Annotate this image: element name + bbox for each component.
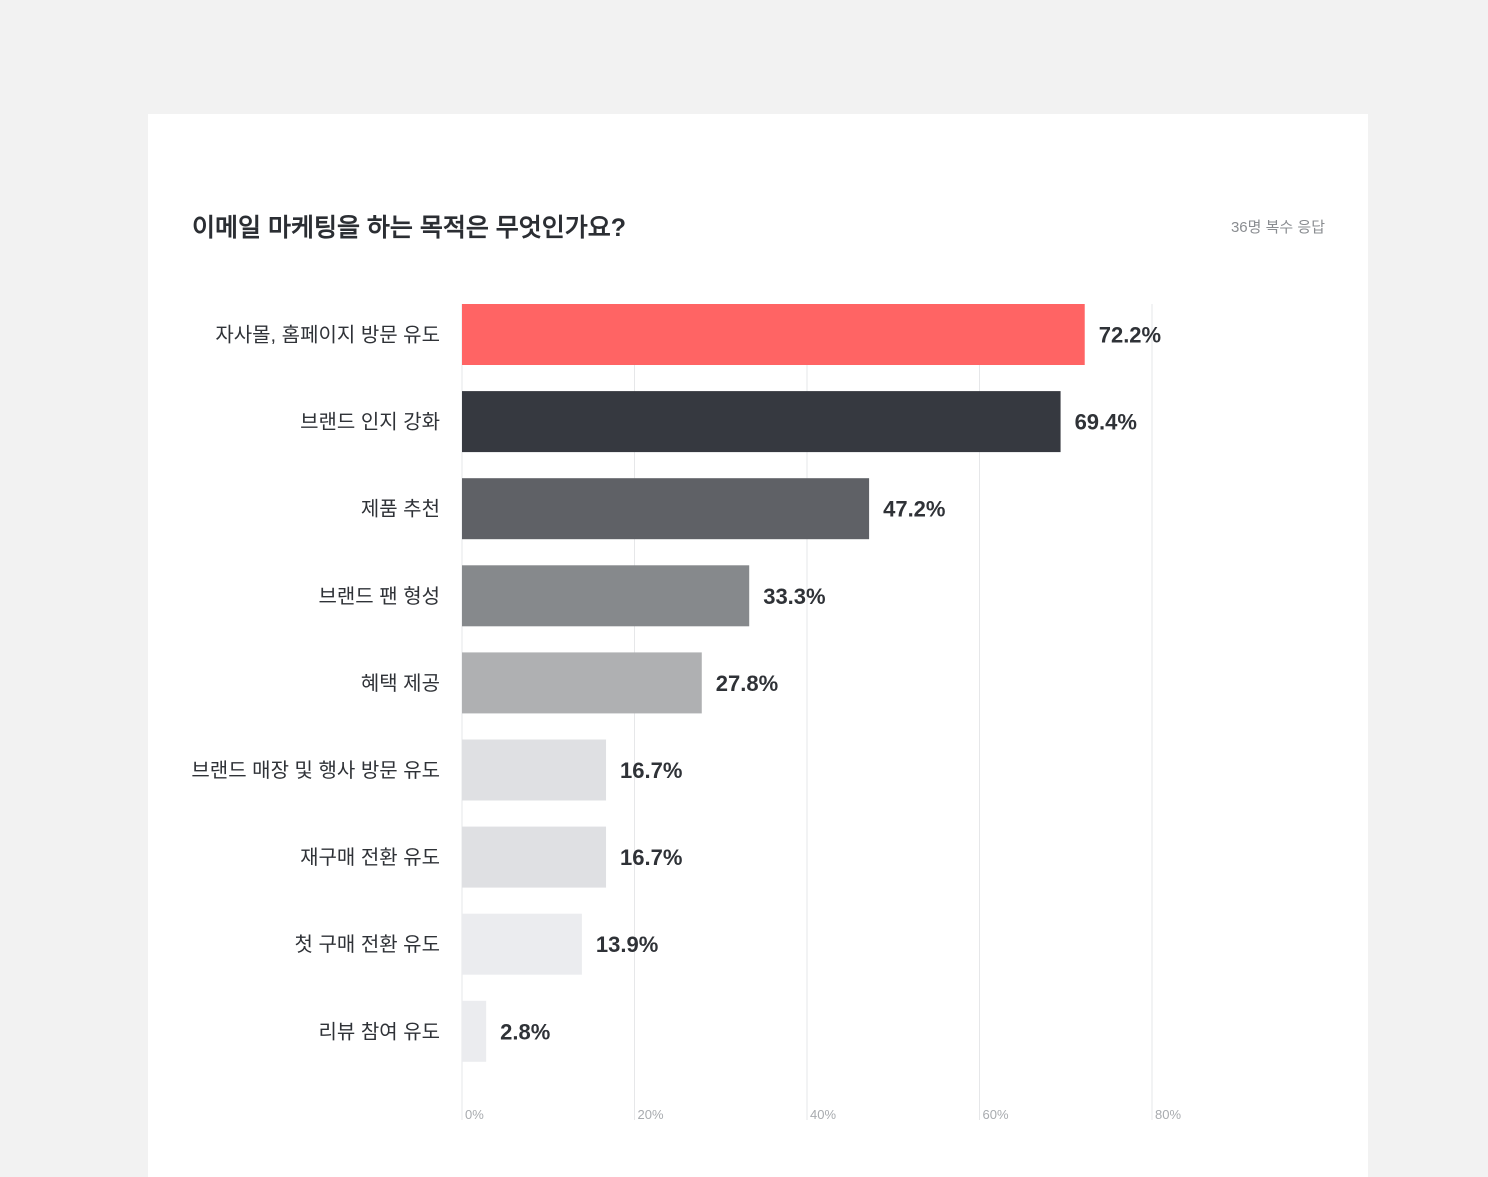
x-tick-label: 0% (465, 1107, 484, 1122)
value-label: 72.2% (1099, 323, 1161, 348)
x-tick-label: 20% (638, 1107, 664, 1122)
bar (462, 652, 702, 714)
category-label: 리뷰 참여 유도 (318, 1020, 440, 1043)
x-tick-label: 40% (810, 1107, 836, 1122)
value-label: 2.8% (500, 1019, 550, 1044)
value-label: 33.3% (763, 584, 825, 609)
x-tick-label: 60% (983, 1107, 1009, 1122)
respondent-count: 36명 복수 응답 (1230, 219, 1325, 236)
value-label: 27.8% (716, 671, 778, 696)
bar (462, 1000, 487, 1062)
x-tick-label: 80% (1155, 1107, 1181, 1122)
value-label: 13.9% (596, 932, 658, 957)
category-label: 브랜드 매장 및 행사 방문 유도 (191, 759, 440, 782)
category-label: 브랜드 팬 형성 (318, 585, 440, 608)
bar (462, 826, 607, 888)
bar (462, 913, 582, 975)
category-label: 재구매 전환 유도 (300, 846, 440, 869)
value-label: 47.2% (883, 497, 945, 522)
bar (462, 478, 870, 540)
category-label: 혜택 제공 (361, 672, 440, 695)
value-label: 16.7% (620, 845, 682, 870)
value-label: 69.4% (1075, 410, 1137, 435)
bar (462, 391, 1061, 453)
category-label: 첫 구매 전환 유도 (295, 933, 440, 956)
chart-card (148, 114, 1368, 1177)
category-label: 자사몰, 홈페이지 방문 유도 (215, 324, 440, 347)
bar (462, 739, 607, 801)
bar (462, 304, 1085, 365)
bar (462, 565, 750, 627)
chart-title: 이메일 마케팅을 하는 목적은 무엇인가요? (192, 214, 627, 242)
value-label: 16.7% (620, 758, 682, 783)
category-label: 제품 추천 (361, 498, 440, 521)
category-label: 브랜드 인지 강화 (300, 411, 440, 434)
